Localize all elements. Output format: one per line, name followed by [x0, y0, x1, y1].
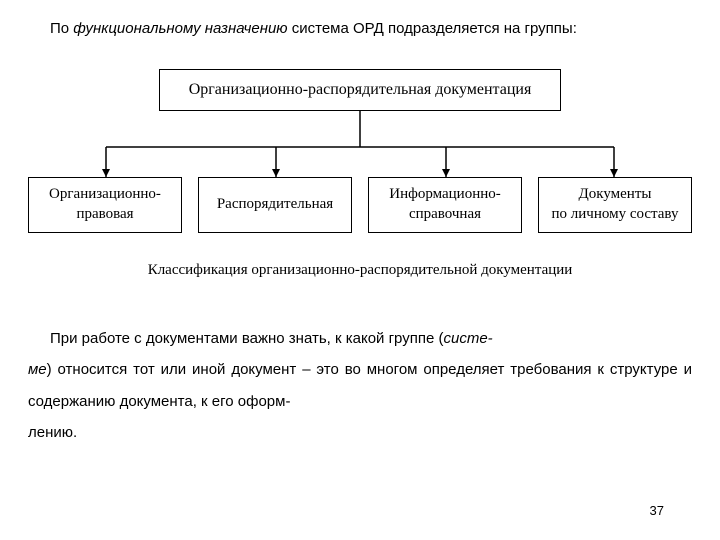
- child-label-2: Информационно-справочная: [389, 185, 501, 224]
- child-label-0: Организационно-правовая: [49, 185, 161, 224]
- child-label-1: Распорядительная: [217, 195, 333, 215]
- intro-suffix: система ОРД подразделяется на группы:: [288, 20, 577, 37]
- para-part2: ) относится тот или иной документ – это …: [28, 361, 692, 410]
- page: По функциональному назначению система ОР…: [0, 0, 720, 540]
- child-label-3: Документыпо личному составу: [552, 185, 679, 224]
- para-part1: При работе с документами важно знать, к …: [50, 330, 443, 347]
- classification-diagram: Организационно-распорядительная документ…: [28, 69, 692, 289]
- para-italic2: ме: [28, 361, 47, 378]
- child-node-1: Распорядительная: [198, 177, 352, 233]
- intro-italic: функциональному назначению: [73, 20, 287, 37]
- child-node-0: Организационно-правовая: [28, 177, 182, 233]
- para-part3: лению.: [28, 424, 77, 441]
- child-node-2: Информационно-справочная: [368, 177, 522, 233]
- child-node-3: Документыпо личному составу: [538, 177, 692, 233]
- intro-text: По функциональному назначению система ОР…: [28, 18, 692, 41]
- body-paragraph: При работе с документами важно знать, к …: [28, 323, 692, 449]
- page-number: 37: [650, 503, 664, 518]
- intro-prefix: По: [50, 20, 73, 37]
- child-row: Организационно-правовая Распорядительная…: [28, 177, 692, 233]
- diagram-caption: Классификация организационно-распорядите…: [28, 262, 692, 279]
- root-node: Организационно-распорядительная документ…: [159, 69, 561, 111]
- para-italic1: систе-: [443, 330, 492, 347]
- root-node-label: Организационно-распорядительная документ…: [189, 81, 532, 99]
